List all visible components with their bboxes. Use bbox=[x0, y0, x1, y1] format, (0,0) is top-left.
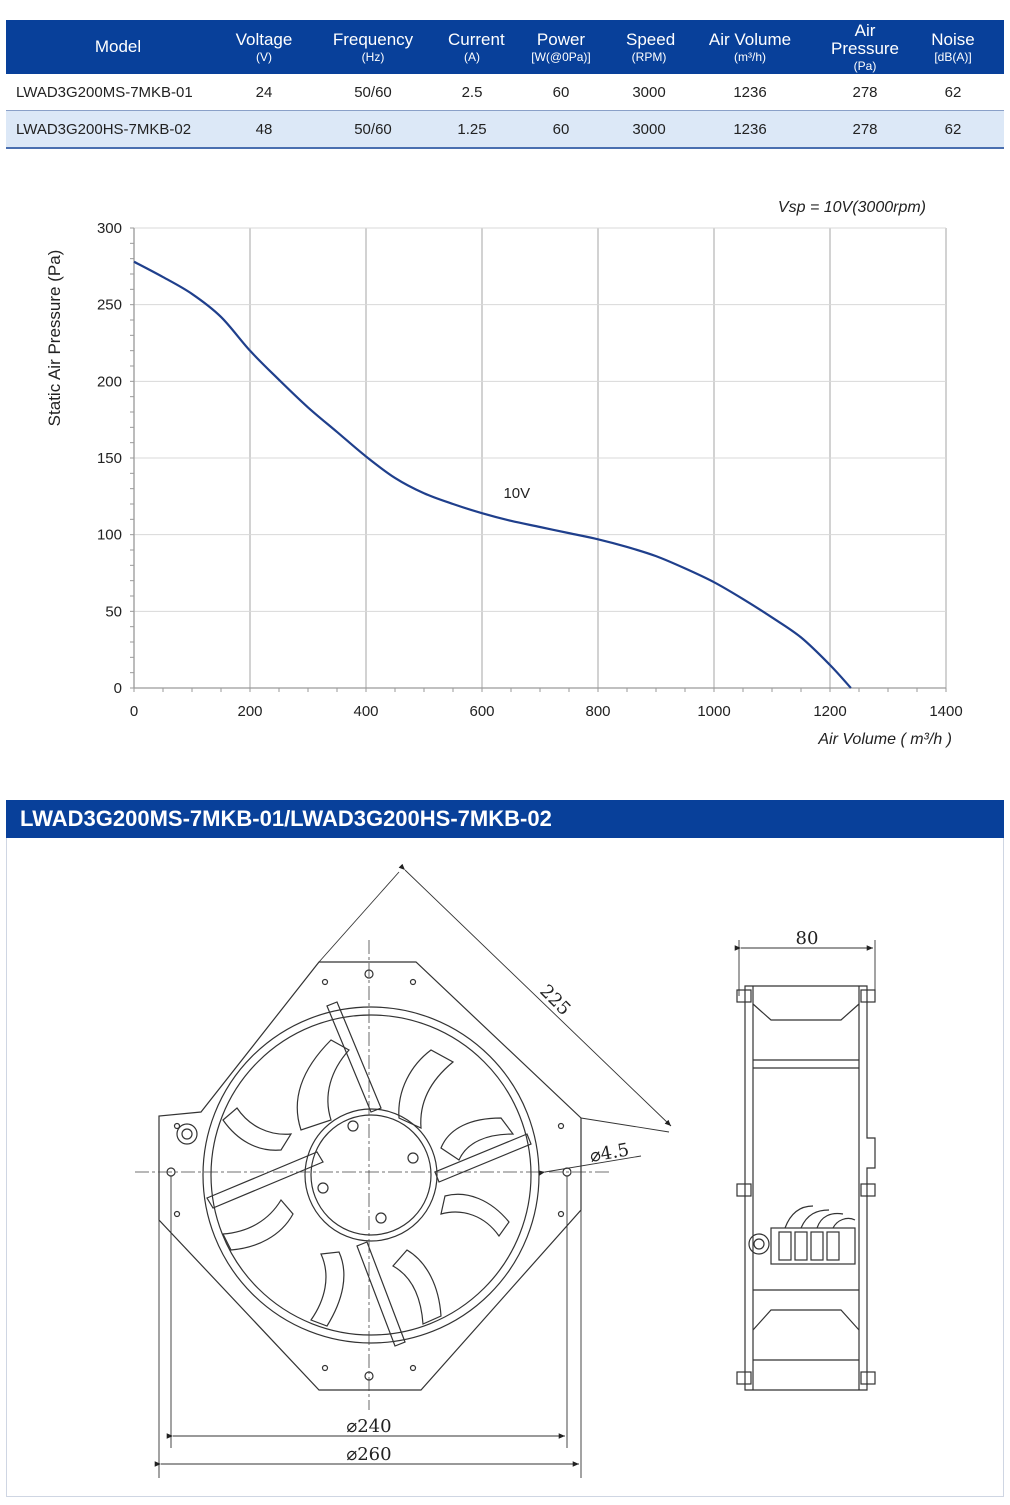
x-tick-label: 200 bbox=[237, 703, 262, 720]
fan-strut bbox=[326, 1001, 382, 1113]
chart-grid bbox=[133, 227, 947, 689]
header-frequency: Frequency (Hz) bbox=[298, 20, 448, 74]
fan-inner-ring bbox=[202, 1006, 540, 1344]
cell-voltage: 48 bbox=[230, 110, 298, 149]
chart-ticks: 0 200 400 600 800 1000 1200 1400 0 50 100 150 200 250… bbox=[97, 220, 963, 720]
chart-series: 10V bbox=[133, 260, 852, 689]
fan-strut bbox=[206, 1151, 324, 1209]
cell-power: 60 bbox=[496, 74, 626, 111]
table-header-row: Model Voltage (V) Frequency (Hz) Current (A… bbox=[6, 20, 1004, 74]
table-row: LWAD3G200MS-7MKB-01 24 50/60 2.5 60 3000… bbox=[6, 74, 1004, 111]
header-air-volume: Air Volume (m³/h) bbox=[672, 20, 828, 74]
cell-frequency: 50/60 bbox=[298, 74, 448, 111]
table-row: LWAD3G200HS-7MKB-02 48 50/60 1.25 60 300… bbox=[6, 110, 1004, 149]
dim-hole-label: ⌀4.5 bbox=[588, 1139, 631, 1167]
header-current: Current (A) bbox=[448, 20, 505, 74]
cell-voltage: 24 bbox=[230, 74, 298, 111]
performance-chart: 0 200 400 600 800 1000 1200 1400 0 50 100 150 200 250… bbox=[45, 199, 963, 748]
cell-noise: 62 bbox=[902, 110, 1004, 149]
x-tick-label: 1400 bbox=[929, 703, 962, 720]
fan-strut bbox=[434, 1133, 532, 1183]
side-frame-outline bbox=[744, 985, 876, 1391]
cell-current: 2.5 bbox=[448, 74, 496, 111]
x-axis-title: Air Volume ( m³/h ) bbox=[817, 731, 952, 748]
y-tick-label: 300 bbox=[97, 220, 122, 237]
fan-hub bbox=[304, 1108, 438, 1242]
cell-speed: 3000 bbox=[626, 74, 672, 111]
cell-frequency: 50/60 bbox=[298, 110, 448, 149]
fan-blade bbox=[222, 1107, 293, 1151]
fan-venturi-ring bbox=[210, 1014, 532, 1336]
x-tick-label: 0 bbox=[130, 703, 138, 720]
x-tick-label: 1200 bbox=[813, 703, 846, 720]
fan-blade bbox=[392, 1249, 442, 1325]
dim-depth-label: 80 bbox=[796, 928, 819, 949]
y-tick-label: 200 bbox=[97, 373, 122, 390]
series-line bbox=[133, 260, 852, 689]
fan-blade bbox=[440, 1117, 515, 1161]
header-voltage: Voltage (V) bbox=[230, 20, 298, 74]
cell-power: 60 bbox=[496, 110, 626, 149]
header-speed: Speed (RPM) bbox=[626, 20, 675, 74]
dim-inner-label: ⌀240 bbox=[346, 1416, 391, 1437]
cell-air-pressure: 278 bbox=[828, 110, 902, 149]
terminal-block bbox=[770, 1227, 856, 1265]
header-model: Model bbox=[6, 20, 230, 74]
y-tick-label: 0 bbox=[114, 680, 122, 697]
series-label: 10V bbox=[503, 485, 530, 502]
cell-air-volume: 1236 bbox=[672, 110, 828, 149]
x-tick-label: 600 bbox=[469, 703, 494, 720]
fan-strut bbox=[356, 1241, 406, 1347]
spec-table: Model Voltage (V) Frequency (Hz) Current (A… bbox=[6, 20, 1004, 149]
header-noise: Noise [dB(A)] bbox=[902, 20, 1004, 74]
fan-blade bbox=[222, 1198, 294, 1251]
fan-side-view bbox=[736, 985, 876, 1391]
dim-outer-label: ⌀260 bbox=[346, 1444, 391, 1465]
header-air-pressure: Air Pressure (Pa) bbox=[828, 20, 902, 74]
cell-model: LWAD3G200MS-7MKB-01 bbox=[6, 74, 230, 111]
x-tick-label: 1000 bbox=[697, 703, 730, 720]
header-power: Power [W(@0Pa)] bbox=[496, 20, 626, 74]
dimension-drawing: 225 ⌀4.5 ⌀240 ⌀260 80 bbox=[135, 863, 876, 1478]
y-tick-label: 150 bbox=[97, 450, 122, 467]
x-tick-label: 400 bbox=[353, 703, 378, 720]
fan-housing-outline bbox=[158, 961, 582, 1391]
x-tick-label: 800 bbox=[585, 703, 610, 720]
fan-blade bbox=[440, 1193, 510, 1238]
fan-front-view bbox=[158, 961, 582, 1391]
y-axis-title: Static Air Pressure (Pa) bbox=[45, 250, 64, 427]
cell-noise: 62 bbox=[902, 74, 1004, 111]
section-title: LWAD3G200MS-7MKB-01/LWAD3G200HS-7MKB-02 bbox=[6, 800, 1004, 838]
drawing-panel: 225 ⌀4.5 ⌀240 ⌀260 80 bbox=[6, 838, 1004, 1497]
fan-blade bbox=[296, 1039, 350, 1131]
fan-hub-inner bbox=[310, 1114, 432, 1236]
cell-model: LWAD3G200HS-7MKB-02 bbox=[6, 110, 230, 149]
cell-current: 1.25 bbox=[448, 110, 496, 149]
cell-air-volume: 1236 bbox=[672, 74, 828, 111]
cell-speed: 3000 bbox=[626, 110, 672, 149]
fan-blade bbox=[310, 1251, 345, 1327]
center-lines bbox=[135, 940, 611, 1410]
dim-diagonal-label: 225 bbox=[535, 981, 574, 1020]
fan-blade bbox=[398, 1049, 455, 1129]
y-tick-label: 100 bbox=[97, 527, 122, 544]
cell-air-pressure: 278 bbox=[828, 74, 902, 111]
dimension-lines bbox=[154, 863, 876, 1478]
y-tick-label: 50 bbox=[105, 603, 122, 620]
chart-annotation: Vsp = 10V(3000rpm) bbox=[778, 199, 926, 216]
y-tick-label: 250 bbox=[97, 297, 122, 314]
